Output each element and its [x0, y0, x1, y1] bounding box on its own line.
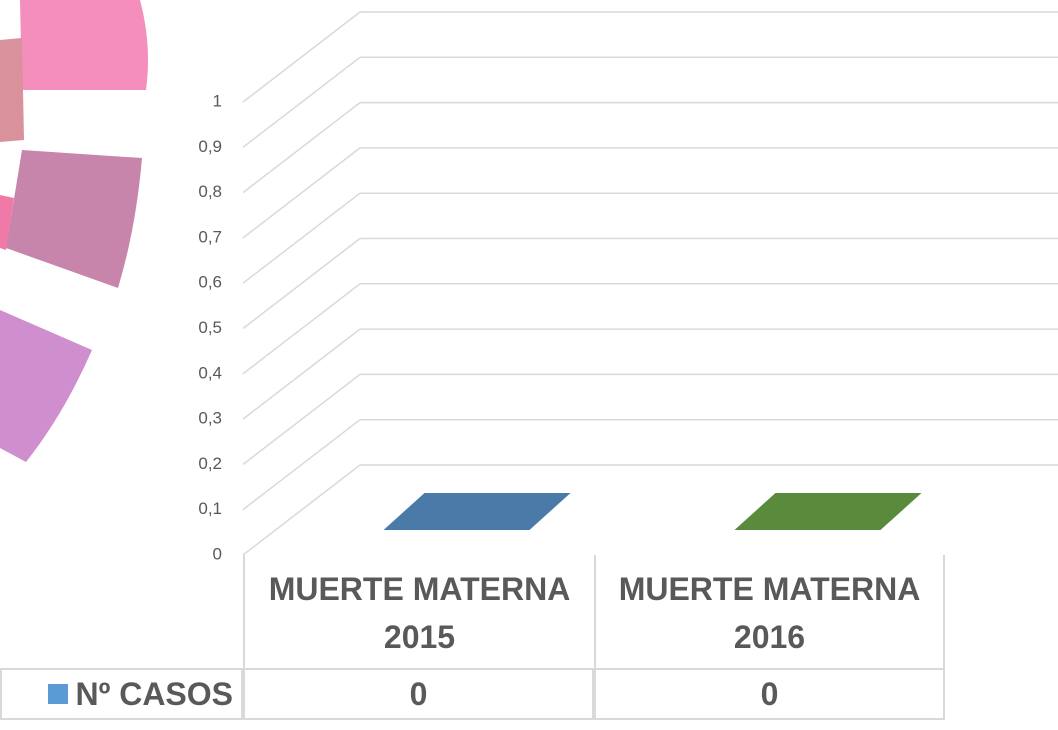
bar-top	[735, 493, 922, 530]
y-tick-label: 0	[213, 544, 222, 563]
y-tick-label: 0,9	[198, 137, 222, 156]
bar-top	[384, 493, 571, 530]
y-tick-label: 0,7	[198, 227, 222, 246]
grid-line-side	[243, 148, 360, 238]
legend-swatch	[48, 684, 68, 704]
grid-line-side	[243, 465, 360, 555]
grid-line-side	[243, 284, 360, 374]
grid-line-side	[243, 329, 360, 419]
page: {"chart_data": {"type": "bar", "categori…	[0, 0, 1058, 730]
decoration	[0, 0, 148, 462]
grid-line-side	[243, 420, 360, 510]
table-value: 0	[594, 668, 945, 720]
legend-label: Nº CASOS	[76, 670, 233, 718]
category-label: MUERTE MATERNA 2015	[243, 555, 594, 670]
category-label: MUERTE MATERNA 2016	[594, 555, 945, 670]
bar	[735, 493, 922, 530]
grid-line-side	[243, 239, 360, 329]
y-tick-label: 1	[213, 91, 222, 110]
table-value: 0	[243, 668, 594, 720]
y-tick-label: 0,5	[198, 318, 222, 337]
y-tick-label: 0,2	[198, 454, 222, 473]
y-tick-label: 0,4	[198, 363, 222, 382]
y-tick-label: 0,8	[198, 182, 222, 201]
grid-line-side	[243, 374, 360, 464]
grid-line-side	[243, 193, 360, 283]
grid-line-side	[243, 57, 360, 147]
y-tick-label: 0,3	[198, 409, 222, 428]
y-tick-label: 0,1	[198, 499, 222, 518]
y-tick-label: 0,6	[198, 273, 222, 292]
legend-entry: Nº CASOS	[0, 668, 243, 720]
bar	[384, 493, 571, 530]
grid-line-side	[243, 103, 360, 193]
grid-line-side	[243, 12, 360, 102]
